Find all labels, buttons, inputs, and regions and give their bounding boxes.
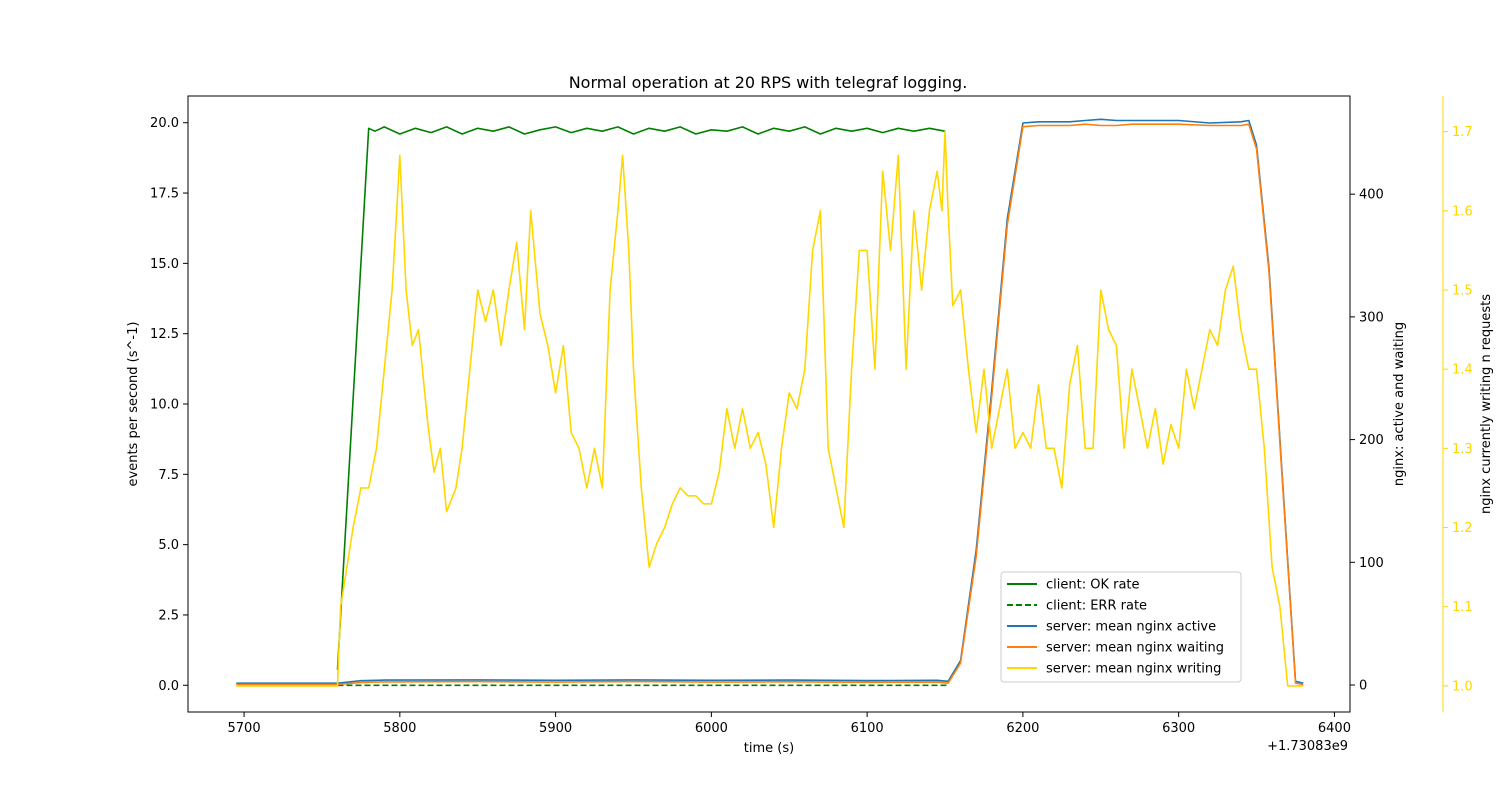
y-right-writing-tick-label-5: 1.5 xyxy=(1452,283,1473,298)
y-left-tick-label-8: 20.0 xyxy=(150,116,179,131)
x-axis-label: time (s) xyxy=(744,741,794,756)
y-right-tick-label-0: 0 xyxy=(1359,679,1367,694)
y-left-tick-label-1: 2.5 xyxy=(158,608,179,623)
y-left-tick-label-6: 15.0 xyxy=(150,257,179,272)
y-right-tick-label-2: 200 xyxy=(1359,433,1384,448)
y-right-writing-tick-label-4: 1.4 xyxy=(1452,363,1473,378)
y-right-writing-tick-label-7: 1.7 xyxy=(1452,125,1473,140)
x-tick-label-0: 5700 xyxy=(228,721,261,736)
legend-label-3: server: mean nginx waiting xyxy=(1046,641,1224,656)
y-right-writing-tick-label-1: 1.1 xyxy=(1452,600,1473,615)
x-tick-label-7: 6400 xyxy=(1318,721,1351,736)
series-line-4 xyxy=(236,130,1304,687)
y-left-tick-label-5: 12.5 xyxy=(150,327,179,342)
x-tick-label-3: 6000 xyxy=(695,721,728,736)
x-tick-label-5: 6200 xyxy=(1006,721,1039,736)
chart-title: Normal operation at 20 RPS with telegraf… xyxy=(569,73,968,92)
legend-label-2: server: mean nginx active xyxy=(1046,620,1216,635)
series-line-0 xyxy=(336,126,946,670)
plot-area xyxy=(236,118,1304,687)
y-left-tick-label-4: 10.0 xyxy=(150,398,179,413)
y-axis-left: 0.0 2.5 5.0 7.5 10.0 12.5 15.0 17.5 20.0 xyxy=(150,116,188,694)
series-line-3 xyxy=(236,123,1304,686)
y-axis-right: 0 100 200 300 400 xyxy=(1350,188,1384,694)
x-tick-label-4: 6100 xyxy=(851,721,884,736)
y-right-writing-tick-label-2: 1.2 xyxy=(1452,521,1473,536)
y-right-tick-label-4: 400 xyxy=(1359,188,1384,203)
y-left-tick-label-2: 5.0 xyxy=(158,538,179,553)
x-tick-label-6: 6300 xyxy=(1162,721,1195,736)
legend-box xyxy=(1000,571,1242,683)
x-axis-offset-label: +1.73083e9 xyxy=(1267,739,1348,754)
y-right-writing-tick-label-3: 1.3 xyxy=(1452,442,1473,457)
y-right-tick-label-1: 100 xyxy=(1359,556,1384,571)
legend-label-1: client: ERR rate xyxy=(1046,599,1147,614)
legend-label-0: client: OK rate xyxy=(1046,578,1140,593)
y-axis-right-writing: 1.0 1.1 1.2 1.3 1.4 1.5 1.6 1.7 xyxy=(1442,96,1473,712)
x-tick-label-2: 5900 xyxy=(539,721,572,736)
y-right-tick-label-3: 300 xyxy=(1359,310,1384,325)
legend-label-4: server: mean nginx writing xyxy=(1046,662,1221,677)
y-axis-right-writing-label: nginx currently writing n requests xyxy=(1479,294,1494,514)
y-left-tick-label-3: 7.5 xyxy=(158,468,179,483)
legend: client: OK rate client: ERR rate server: m… xyxy=(1000,571,1242,683)
y-left-tick-label-7: 17.5 xyxy=(150,187,179,202)
x-tick-label-1: 5800 xyxy=(383,721,416,736)
x-axis: 5700 5800 5900 6000 6100 6200 6300 6400 xyxy=(228,712,1351,736)
y-right-writing-tick-label-6: 1.6 xyxy=(1452,204,1473,219)
y-left-tick-label-0: 0.0 xyxy=(158,679,179,694)
y-axis-right-label: nginx: active and waiting xyxy=(1392,322,1407,486)
y-axis-left-label: events per second (s^-1) xyxy=(126,322,141,487)
y-right-writing-tick-label-0: 1.0 xyxy=(1452,679,1473,694)
